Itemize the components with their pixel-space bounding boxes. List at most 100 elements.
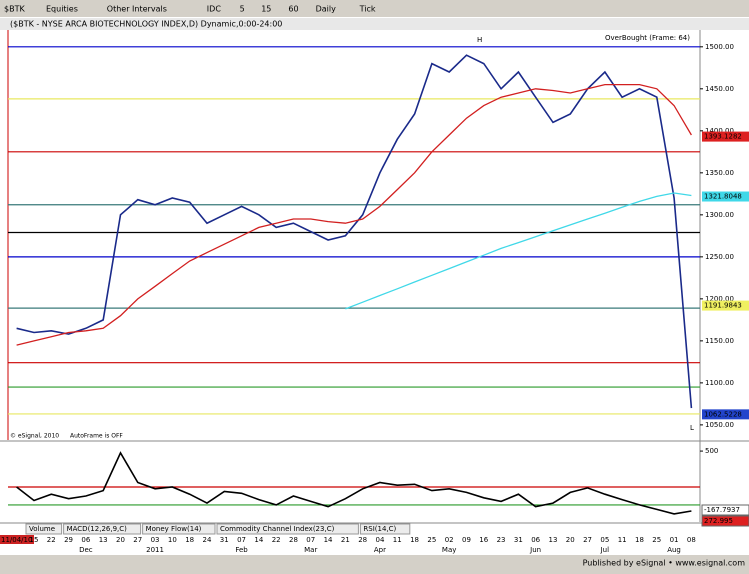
x-tick-label: 25 (652, 536, 661, 544)
chart-title: ($BTK - NYSE ARCA BIOTECHNOLOGY INDEX,D)… (10, 20, 282, 29)
x-month-label: Dec (79, 546, 93, 554)
x-month-label: Jun (529, 546, 541, 554)
tab[interactable] (216, 523, 359, 535)
x-tick-label: 01 (670, 536, 679, 544)
price-marker (702, 191, 749, 202)
series-line (16, 54, 693, 409)
x-tick-label: 20 (116, 536, 125, 544)
tab[interactable] (359, 523, 411, 535)
x-tick-label: 18 (185, 536, 194, 544)
tab-label[interactable]: Commodity Channel Index(23,C) (220, 525, 335, 533)
x-tick-label: 06 (531, 536, 540, 544)
tab-label[interactable]: RSI(14,C) (363, 525, 396, 533)
y-tick-label: 1150.00 (705, 337, 734, 345)
y-tick-label: 1400.00 (705, 127, 734, 135)
x-month-label: Jul (600, 546, 610, 554)
x-tick-label: 03 (151, 536, 160, 544)
x-tick-label: 13 (548, 536, 557, 544)
x-tick-label: 22 (47, 536, 56, 544)
toolbar-item[interactable]: 5 (240, 5, 245, 14)
x-tick-label: 31 (514, 536, 523, 544)
chart-background (0, 17, 749, 555)
x-tick-label: 24 (202, 536, 211, 544)
tab-label[interactable]: Volume (29, 525, 55, 533)
tab[interactable] (63, 523, 142, 535)
x-tick-label: 28 (358, 536, 367, 544)
readout-box (701, 515, 749, 527)
x-tick-label: 14 (324, 536, 333, 544)
y-tick-label: 1300.00 (705, 211, 734, 219)
x-tick-label: 15 (29, 536, 38, 544)
x-tick-label: 07 (237, 536, 246, 544)
annotation: OverBought (Frame: 64) (605, 34, 690, 42)
x-month-label: 2011 (146, 546, 164, 554)
price-marker (702, 409, 749, 420)
x-tick-label: 27 (583, 536, 592, 544)
toolbar-item[interactable]: IDC (207, 5, 222, 14)
x-tick-label: 22 (272, 536, 281, 544)
price-marker-label: 1062.5228 (704, 410, 742, 418)
footer: Published by eSignal • www.esignal.com (583, 559, 746, 568)
toolbar (0, 0, 749, 17)
tab[interactable] (142, 523, 216, 535)
toolbar-item[interactable]: Daily (316, 5, 337, 14)
tab-label[interactable]: MACD(12,26,9,C) (67, 525, 128, 533)
tab-label[interactable]: Money Flow(14) (146, 525, 202, 533)
toolbar-symbol: $BTK (4, 5, 25, 14)
annotation: L (690, 424, 694, 432)
x-tick-label: 28 (289, 536, 298, 544)
x-tick-label: 29 (64, 536, 73, 544)
x-tick-label: 08 (687, 536, 696, 544)
x-tick-label: 23 (497, 536, 506, 544)
series-line (16, 451, 692, 515)
y-tick-label: 1200.00 (705, 295, 734, 303)
price-marker (702, 131, 749, 142)
x-tick-label: 18 (410, 536, 419, 544)
toolbar-item[interactable]: Tick (359, 5, 376, 14)
tab[interactable] (25, 523, 63, 535)
y-tick-label: 1500.00 (705, 43, 734, 51)
y-tick-label: 1450.00 (705, 85, 734, 93)
x-tick-label: 06 (81, 536, 90, 544)
x-tick-label: 27 (133, 536, 142, 544)
toolbar-item[interactable]: 60 (288, 5, 298, 14)
current-date-box (0, 535, 34, 544)
toolbar-item[interactable]: 15 (261, 5, 271, 14)
x-tick-label: 04 (375, 536, 384, 544)
x-tick-label: 21 (341, 536, 350, 544)
price-marker-label: 1321.8048 (704, 193, 742, 201)
annotation: © eSignal, 2010 (10, 433, 59, 440)
x-tick-label: 31 (220, 536, 229, 544)
x-tick-label: 11/04/10 (1, 536, 32, 544)
toolbar-item[interactable]: Other Intervals (107, 5, 167, 14)
price-marker (702, 300, 749, 311)
x-month-label: Apr (374, 546, 386, 554)
x-month-label: Aug (667, 546, 681, 554)
x-tick-label: 13 (99, 536, 108, 544)
x-tick-label: 02 (445, 536, 454, 544)
x-tick-label: 16 (479, 536, 488, 544)
y-tick-label: 1050.00 (705, 421, 734, 429)
x-tick-label: 11 (393, 536, 402, 544)
annotation: H (477, 36, 482, 44)
x-tick-label: 25 (427, 536, 436, 544)
x-tick-label: 18 (635, 536, 644, 544)
readout-box (701, 504, 749, 516)
title-bar (0, 18, 749, 30)
y-tick-label: 1350.00 (705, 169, 734, 177)
footer-bar (0, 555, 749, 570)
x-tick-label: 09 (462, 536, 471, 544)
y-tick-label: 500 (705, 447, 718, 455)
x-tick-label: 10 (168, 536, 177, 544)
x-month-label: Feb (235, 546, 248, 554)
toolbar-item[interactable]: Equities (46, 5, 78, 14)
annotation: AutoFrame is OFF (70, 433, 123, 440)
x-tick-label: 11 (618, 536, 627, 544)
series-line (16, 83, 692, 346)
y-tick-label: 1250.00 (705, 253, 734, 261)
x-month-label: May (442, 546, 456, 554)
y-tick-label: 1100.00 (705, 379, 734, 387)
series-line (345, 192, 692, 310)
